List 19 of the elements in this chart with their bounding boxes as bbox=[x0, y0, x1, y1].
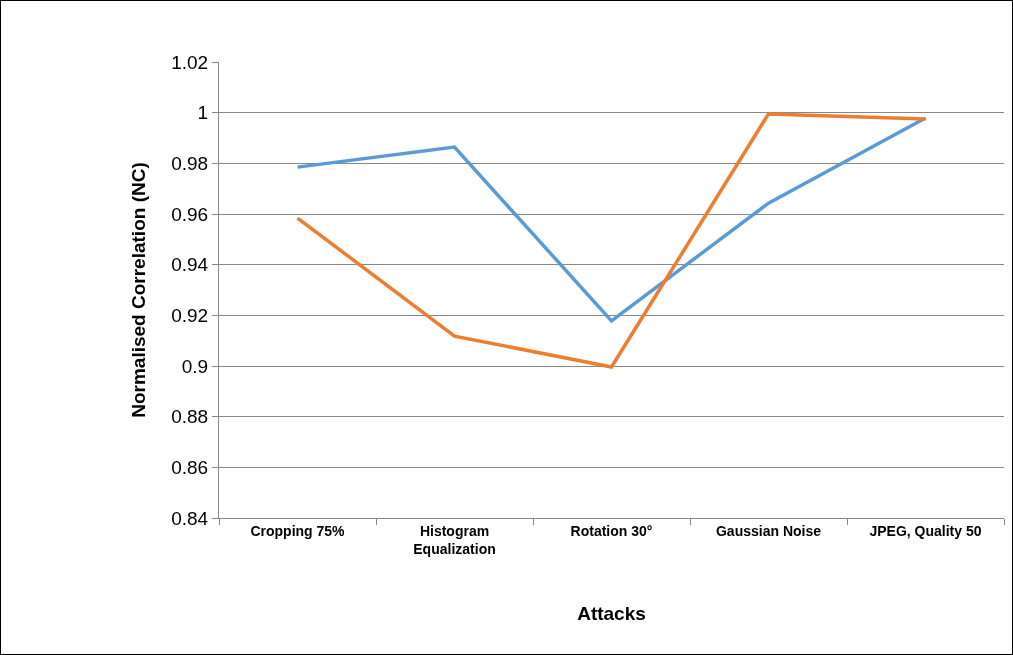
y-tick-label: 0.88 bbox=[171, 406, 209, 428]
y-tick-label: 0.94 bbox=[171, 254, 209, 276]
line-series bbox=[295, 116, 928, 323]
x-tick-label: Gaussian Noise bbox=[715, 522, 822, 539]
y-tick-label: 0.98 bbox=[171, 152, 209, 174]
line-series bbox=[295, 112, 928, 369]
y-tick-label: 1 bbox=[197, 102, 209, 124]
x-tick-label: Cropping 75% bbox=[250, 522, 346, 539]
x-tick-label: Histogram Equalization bbox=[413, 522, 496, 557]
y-tick-label: 0.96 bbox=[171, 203, 209, 225]
y-axis-title: Normalised Correlation (NC) bbox=[128, 162, 150, 418]
y-tick-label: 0.84 bbox=[171, 507, 209, 529]
x-tick-label: Rotation 30° bbox=[570, 522, 653, 539]
y-tick-label: 0.9 bbox=[181, 355, 209, 377]
y-tick-label: 0.92 bbox=[171, 304, 209, 326]
x-tick-label: JPEG, Quality 50 bbox=[869, 522, 982, 539]
x-axis-title: Attacks bbox=[577, 602, 646, 624]
y-tick-label: 1.02 bbox=[171, 51, 209, 73]
y-tick-label: 0.86 bbox=[171, 456, 209, 478]
